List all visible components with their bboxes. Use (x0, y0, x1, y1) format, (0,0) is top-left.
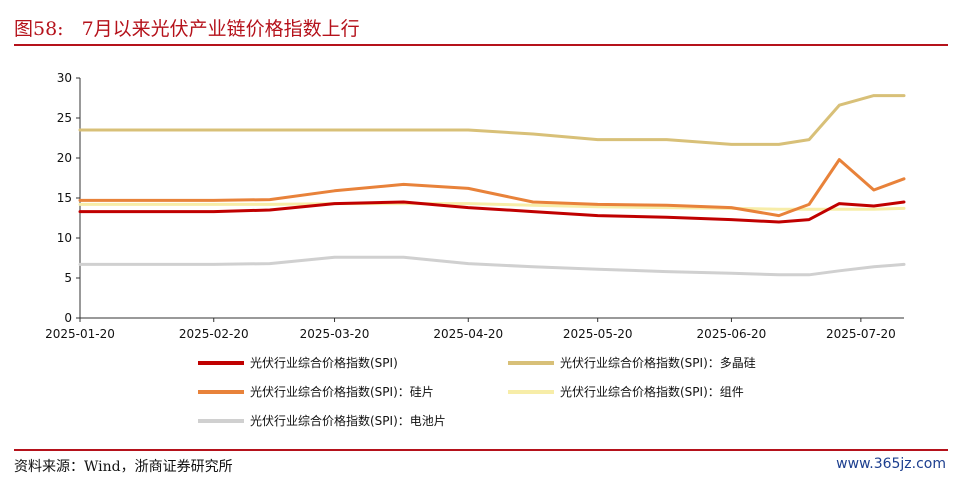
source-note: 资料来源：Wind，浙商证券研究所 (14, 459, 233, 475)
x-tick-label: 2025-07-20 (826, 327, 896, 341)
series-line (78, 255, 906, 277)
x-tick-label: 2025-01-20 (45, 327, 115, 341)
series-line (78, 94, 906, 146)
x-tick-label: 2025-05-20 (563, 327, 633, 341)
title-divider (14, 44, 948, 46)
legend-label: 光伏行业综合价格指数(SPI)：组件 (560, 384, 744, 399)
y-tick-label: 10 (57, 231, 72, 245)
legend-label: 光伏行业综合价格指数(SPI)：电池片 (250, 413, 446, 428)
y-tick-label: 30 (57, 71, 72, 85)
y-tick-label: 25 (57, 111, 72, 125)
y-tick-label: 20 (57, 151, 72, 165)
site-watermark: www.365jz.com (836, 456, 946, 472)
legend-label: 光伏行业综合价格指数(SPI)：多晶硅 (560, 355, 756, 370)
chart-legend: 光伏行业综合价格指数(SPI) 光伏行业综合价格指数(SPI)：多晶硅光伏行业综合… (198, 355, 756, 428)
x-tick-label: 2025-04-20 (433, 327, 503, 341)
figure-title: 图58: 7月以来光伏产业链价格指数上行 (14, 14, 360, 41)
figure-number: 图58: (14, 18, 64, 40)
x-tick-label: 2025-02-20 (179, 327, 249, 341)
series-line (78, 158, 906, 218)
x-tick-label: 2025-06-20 (697, 327, 767, 341)
x-tick-label: 2025-03-20 (300, 327, 370, 341)
y-tick-label: 0 (64, 311, 72, 325)
figure-title-text: 7月以来光伏产业链价格指数上行 (81, 18, 360, 40)
legend-label: 光伏行业综合价格指数(SPI) (250, 355, 398, 370)
y-tick-label: 15 (57, 191, 72, 205)
legend-label: 光伏行业综合价格指数(SPI)：硅片 (250, 384, 434, 399)
footer-divider (14, 449, 948, 451)
line-chart: 0 5 10 15 20 25 30 2025-01-20 2025-02-20 2025-03-… (45, 71, 906, 428)
series-line (78, 200, 906, 224)
y-tick-label: 5 (64, 271, 72, 285)
chart-axes: 0 5 10 15 20 25 30 2025-01-20 2025-02-20 2025-03-… (45, 71, 904, 341)
chart-series-lines (78, 94, 906, 277)
figure-title-bar: 图58: 7月以来光伏产业链价格指数上行 (14, 10, 948, 44)
